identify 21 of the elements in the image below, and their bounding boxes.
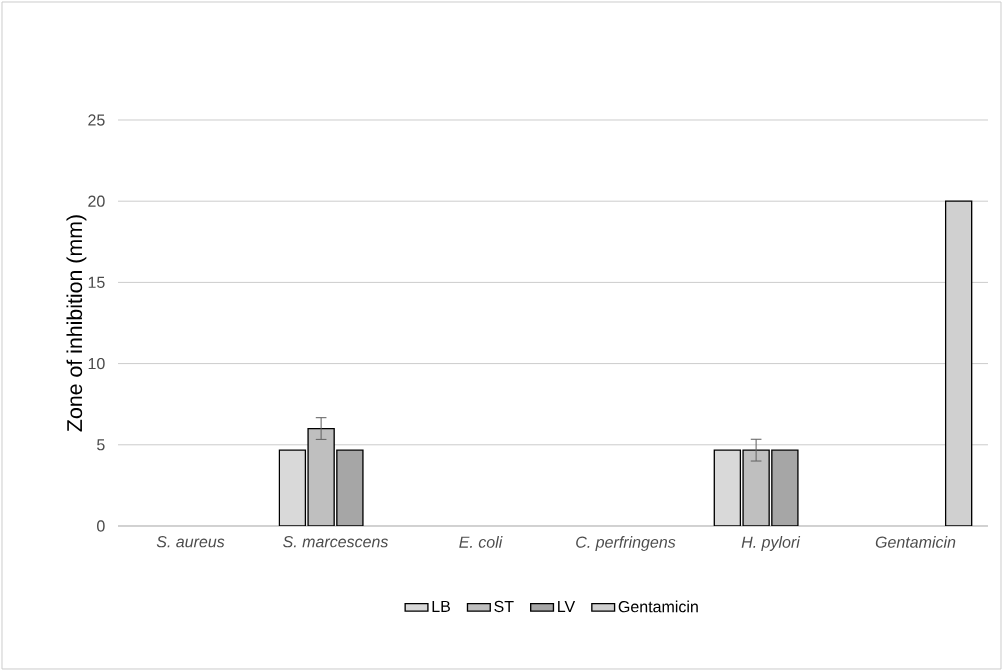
x-tick-label: H. pylori bbox=[741, 536, 801, 551]
y-tick-label: 20 bbox=[88, 195, 105, 207]
x-tick-label: S. marcescens bbox=[283, 536, 389, 548]
y-tick-label: 25 bbox=[88, 114, 105, 126]
legend-label: LB bbox=[432, 600, 450, 612]
bar bbox=[771, 449, 799, 526]
x-tick-label: S. aureus bbox=[156, 536, 225, 548]
bar bbox=[336, 449, 364, 526]
x-tick-label: Gentamicin bbox=[875, 536, 956, 548]
legend-label: ST bbox=[494, 600, 514, 613]
y-tick-label: 0 bbox=[97, 520, 105, 532]
x-tick-label: E. coli bbox=[459, 536, 503, 548]
y-tick-label: 15 bbox=[88, 276, 105, 288]
y-tick-label: 5 bbox=[97, 439, 105, 451]
x-tick-label: C. perfringens bbox=[576, 536, 676, 551]
y-axis-title: Zone of inhibition (mm) bbox=[66, 215, 87, 432]
y-tick-label: 10 bbox=[88, 357, 105, 370]
bar bbox=[713, 449, 742, 526]
legend-label: Gentamicin bbox=[618, 600, 698, 613]
bar bbox=[278, 449, 307, 526]
legend-label: LV bbox=[558, 600, 576, 612]
